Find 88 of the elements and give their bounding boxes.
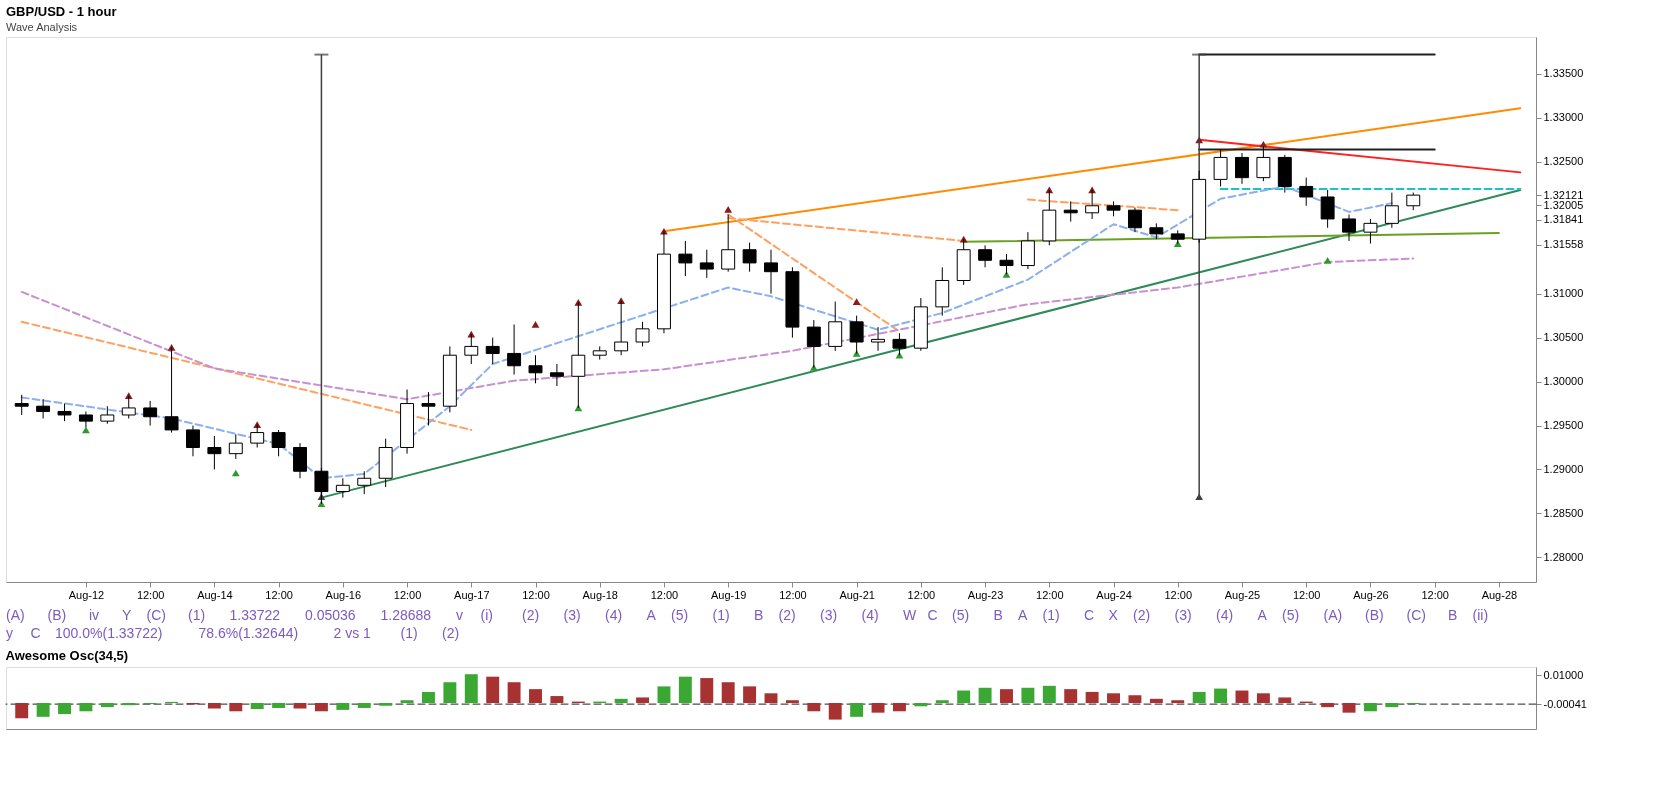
y-tick-label: 1.33000 (1543, 111, 1584, 124)
text: B (993, 607, 1003, 623)
text: (4) (605, 607, 623, 623)
text: (4) (861, 607, 879, 623)
text: A (1018, 607, 1028, 623)
text: v (456, 607, 463, 623)
text: 78.6%(1.32644) (198, 625, 299, 641)
x-tick-label: Aug-14 (197, 588, 233, 601)
y-tick-label: 1.28000 (1543, 550, 1584, 563)
x-tick-label: Aug-18 (582, 588, 618, 601)
y-tick-label: 1.28500 (1543, 506, 1584, 519)
text: B (754, 607, 764, 623)
y-tick-label: -0.00041 (1543, 697, 1587, 710)
y-tick-label: 0.01000 (1543, 668, 1584, 681)
x-tick-label: Aug-19 (710, 588, 747, 601)
text: (1) (188, 607, 206, 623)
text: W (903, 607, 917, 623)
y-tick-label: 1.30500 (1543, 331, 1584, 344)
x-tick-label: Aug-23 (967, 588, 1004, 601)
text: (2) (442, 625, 460, 641)
x-tick-label: 12:00 (907, 588, 936, 601)
y-tick-label: 1.32121 (1543, 188, 1584, 201)
text: C (30, 625, 41, 641)
y-tick-label: 1.30000 (1543, 375, 1584, 388)
x-tick-label: Aug-16 (325, 588, 362, 601)
text: (3) (563, 607, 581, 623)
text: Y (122, 607, 132, 623)
text: (C) (146, 607, 166, 623)
text: B (1448, 607, 1458, 623)
y-tick-label: 1.32005 (1543, 198, 1584, 211)
text: 100.0%(1.33722) (55, 625, 163, 641)
x-tick-label: Aug-25 (1224, 588, 1261, 601)
x-tick-label: Aug-21 (839, 588, 875, 601)
x-tick-label: 12:00 (1036, 588, 1064, 601)
text: 0.05036 (305, 607, 356, 623)
x-tick-label: 12:00 (1421, 588, 1449, 601)
text: (2) (778, 607, 796, 623)
text: (5) (952, 607, 970, 623)
x-tick-label: 12:00 (393, 588, 422, 601)
text: C (1084, 607, 1095, 623)
x-tick-label: 12:00 (265, 588, 293, 601)
text: (i) (480, 607, 493, 623)
text: X (1108, 607, 1119, 623)
text: (ii) (1472, 607, 1489, 623)
x-tick-label: 12:00 (1164, 588, 1193, 601)
text: (3) (1174, 607, 1192, 623)
text: C (927, 607, 938, 623)
text: A (646, 607, 657, 623)
text: (4) (1216, 607, 1234, 623)
y-tick-label: 1.29000 (1543, 462, 1584, 475)
x-tick-label: 12:00 (650, 588, 679, 601)
text: (2) (522, 607, 540, 623)
x-tick-label: Aug-28 (1481, 588, 1518, 601)
text: (2) (1133, 607, 1151, 623)
y-tick-label: 1.31841 (1543, 213, 1584, 226)
x-tick-label: Aug-26 (1353, 588, 1389, 601)
text: (1) (712, 607, 730, 623)
text: 1.28688 (380, 607, 432, 623)
chart-title: GBP/USD - 1 hour (6, 4, 117, 19)
text: 1.33722 (229, 607, 281, 623)
y-tick-label: 1.29500 (1543, 419, 1584, 432)
text: (1) (400, 625, 418, 641)
x-tick-label: 12:00 (522, 588, 550, 601)
chart-subtitle: Wave Analysis (6, 21, 78, 33)
chart-title: Awesome Osc(34,5) (5, 648, 129, 663)
text: iv (89, 607, 100, 623)
x-tick-label: Aug-24 (1096, 588, 1132, 601)
text: (C) (1406, 607, 1426, 623)
x-tick-label: Aug-12 (68, 588, 105, 601)
text: (A) (1323, 607, 1343, 623)
text: (5) (671, 607, 689, 623)
x-tick-label: 12:00 (1292, 588, 1321, 601)
text: (3) (820, 607, 838, 623)
y-tick-label: 1.31000 (1543, 287, 1584, 300)
x-tick-label: Aug-17 (454, 588, 490, 601)
text: (A) (6, 607, 25, 623)
text: (B) (47, 607, 67, 623)
text: (1) (1042, 607, 1060, 623)
text: 2 vs 1 (333, 625, 372, 641)
text: (B) (1365, 607, 1384, 623)
x-tick-label: 12:00 (779, 588, 807, 601)
x-tick-label: 12:00 (136, 588, 165, 601)
y-tick-label: 1.32500 (1543, 155, 1584, 168)
text: y (6, 625, 13, 641)
y-tick-label: 1.33500 (1543, 67, 1584, 80)
text: A (1257, 607, 1268, 623)
text: (5) (1282, 607, 1300, 623)
y-tick-label: 1.31558 (1543, 238, 1584, 251)
